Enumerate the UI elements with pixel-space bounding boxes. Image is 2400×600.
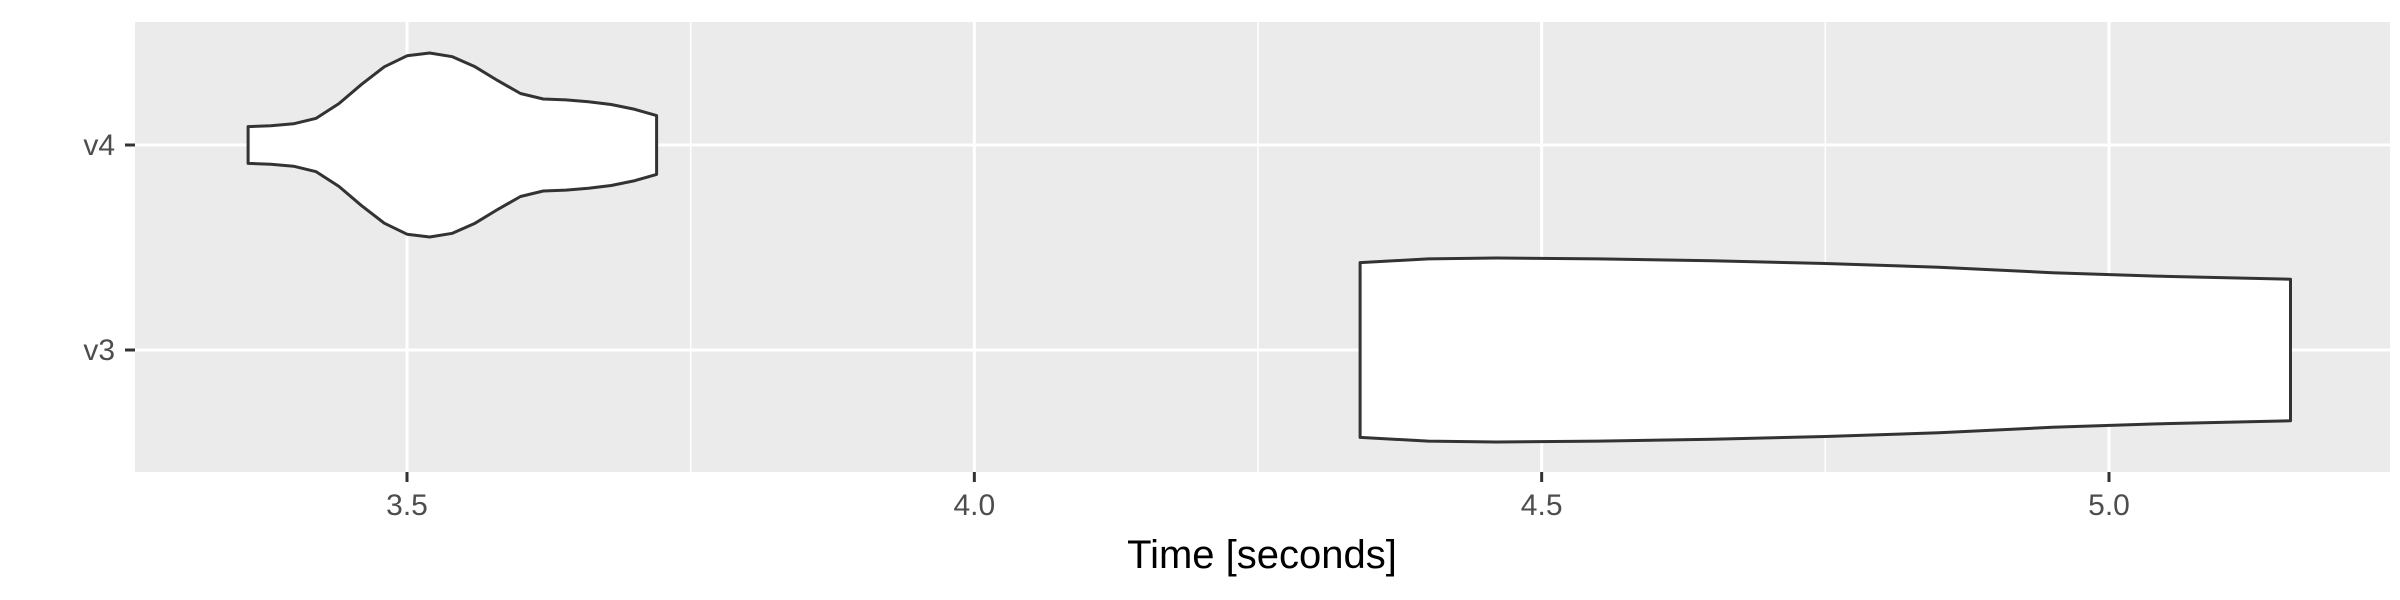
x-tick-label: 4.5: [1521, 489, 1563, 522]
y-tick-label: v3: [83, 334, 115, 367]
violin-v3: [1358, 256, 2292, 444]
x-tick-label: 4.0: [953, 489, 995, 522]
x-tick-label: 3.5: [386, 489, 428, 522]
x-axis: 3.5 4.0 4.5 5.0: [386, 472, 2130, 522]
y-tick-label: v4: [83, 129, 115, 162]
violins: [246, 51, 2292, 444]
violin-v4: [246, 51, 659, 239]
x-axis-title: Time [seconds]: [1127, 533, 1397, 577]
y-axis: v3 v4: [83, 129, 135, 367]
x-tick-label: 5.0: [2088, 489, 2130, 522]
